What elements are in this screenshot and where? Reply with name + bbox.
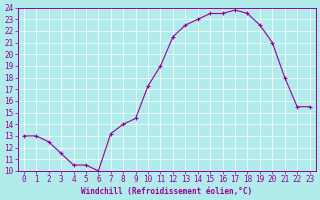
X-axis label: Windchill (Refroidissement éolien,°C): Windchill (Refroidissement éolien,°C) — [81, 187, 252, 196]
